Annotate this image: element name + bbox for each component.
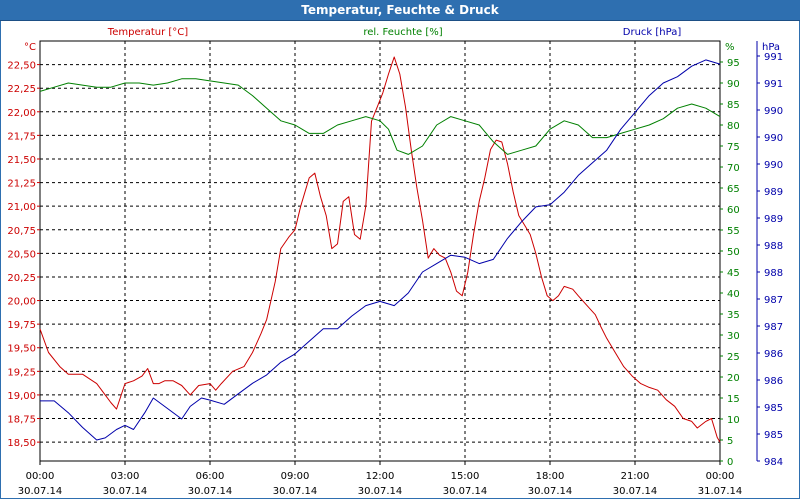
series-line-humidity bbox=[39, 78, 721, 155]
x-tick-label-date: 31.07.14 bbox=[698, 486, 743, 497]
temperature-tick-label: 18,50 bbox=[7, 438, 36, 449]
humidity-tick-label: 95 bbox=[727, 58, 740, 69]
temperature-tick-label: 19,50 bbox=[7, 344, 36, 355]
pressure-unit-label: hPa bbox=[762, 42, 780, 53]
x-tick-label-date: 30.07.14 bbox=[273, 486, 318, 497]
x-tick-label-date: 30.07.14 bbox=[103, 486, 148, 497]
x-tick-label-time: 06:00 bbox=[196, 471, 225, 482]
x-tick-label-date: 30.07.14 bbox=[18, 486, 63, 497]
temperature-tick-label: 21,25 bbox=[7, 179, 36, 190]
temperature-tick-label: 20,50 bbox=[7, 249, 36, 260]
temperature-tick-label: 18,75 bbox=[7, 415, 36, 426]
x-tick-label-time: 03:00 bbox=[111, 471, 140, 482]
x-tick-label-date: 30.07.14 bbox=[528, 486, 573, 497]
humidity-tick-label: 40 bbox=[727, 289, 740, 300]
humidity-tick-label: 10 bbox=[727, 415, 740, 426]
pressure-tick-label: 987 bbox=[764, 295, 783, 306]
temperature-tick-label: 19,75 bbox=[7, 320, 36, 331]
pressure-tick-label: 990 bbox=[764, 160, 783, 171]
humidity-tick-label: 50 bbox=[727, 247, 740, 258]
pressure-tick-label: 985 bbox=[764, 403, 783, 414]
pressure-tick-label: 984 bbox=[764, 457, 783, 468]
humidity-tick-label: 35 bbox=[727, 310, 740, 321]
x-tick-label-time: 21:00 bbox=[621, 471, 650, 482]
pressure-tick-label: 989 bbox=[764, 187, 783, 198]
pressure-tick-label: 986 bbox=[764, 349, 783, 360]
x-tick-label-time: 09:00 bbox=[281, 471, 310, 482]
humidity-tick-label: 15 bbox=[727, 394, 740, 405]
x-tick-label-date: 30.07.14 bbox=[613, 486, 658, 497]
temperature-tick-label: 21,75 bbox=[7, 131, 36, 142]
temperature-tick-label: 19,25 bbox=[7, 367, 36, 378]
grid bbox=[40, 41, 720, 461]
series-layer bbox=[39, 56, 721, 443]
humidity-tick-label: 30 bbox=[727, 331, 740, 342]
pressure-tick-label: 989 bbox=[764, 214, 783, 225]
pressure-tick-label: 991 bbox=[764, 79, 783, 90]
temperature-tick-label: 20,75 bbox=[7, 226, 36, 237]
humidity-tick-label: 20 bbox=[727, 373, 740, 384]
humidity-axis-label: rel. Feuchte [%] bbox=[363, 27, 442, 38]
pressure-tick-label: 987 bbox=[764, 322, 783, 333]
pressure-tick-label: 990 bbox=[764, 106, 783, 117]
humidity-tick-label: 70 bbox=[727, 163, 740, 174]
pressure-tick-label: 991 bbox=[764, 52, 783, 63]
pressure-tick-label: 988 bbox=[764, 268, 783, 279]
humidity-tick-label: 75 bbox=[727, 142, 740, 153]
humidity-tick-label: 55 bbox=[727, 226, 740, 237]
temperature-unit-label: °C bbox=[24, 42, 36, 53]
axes: 00:00 30.07.14 03:00 30.07.14 06:00 30.07.14 0… bbox=[7, 41, 783, 497]
humidity-tick-label: 65 bbox=[727, 184, 740, 195]
humidity-tick-label: 80 bbox=[727, 121, 740, 132]
x-tick-label-time: 12:00 bbox=[366, 471, 395, 482]
temperature-tick-label: 22,50 bbox=[7, 61, 36, 72]
humidity-tick-label: 5 bbox=[727, 436, 733, 447]
x-tick-label-date: 30.07.14 bbox=[188, 486, 233, 497]
pressure-tick-label: 990 bbox=[764, 133, 783, 144]
series-line-pressure bbox=[40, 59, 721, 441]
x-tick-label-date: 30.07.14 bbox=[358, 486, 403, 497]
temperature-tick-label: 21,00 bbox=[7, 202, 36, 213]
humidity-tick-label: 60 bbox=[727, 205, 740, 216]
x-tick-label-time: 00:00 bbox=[706, 471, 735, 482]
pressure-tick-label: 986 bbox=[764, 376, 783, 387]
pressure-tick-label: 988 bbox=[764, 241, 783, 252]
temperature-tick-label: 22,00 bbox=[7, 108, 36, 119]
humidity-unit-label: % bbox=[725, 42, 735, 53]
humidity-tick-label: 45 bbox=[727, 268, 740, 279]
temperature-tick-label: 21,50 bbox=[7, 155, 36, 166]
temperature-tick-label: 20,00 bbox=[7, 297, 36, 308]
pressure-axis-label: Druck [hPa] bbox=[623, 27, 682, 38]
temperature-axis-label: Temperatur [°C] bbox=[107, 27, 188, 38]
temperature-tick-label: 20,25 bbox=[7, 273, 36, 284]
chart-title: Temperatur, Feuchte & Druck bbox=[301, 3, 499, 17]
temperature-tick-label: 19,00 bbox=[7, 391, 36, 402]
x-tick-label-time: 15:00 bbox=[451, 471, 480, 482]
humidity-tick-label: 25 bbox=[727, 352, 740, 363]
humidity-tick-label: 85 bbox=[727, 100, 740, 111]
humidity-tick-label: 0 bbox=[727, 457, 733, 468]
series-line-temperature bbox=[39, 56, 721, 443]
title-bar bbox=[0, 0, 800, 21]
x-tick-label-time: 18:00 bbox=[536, 471, 565, 482]
x-tick-label-date: 30.07.14 bbox=[443, 486, 488, 497]
x-tick-label-time: 00:00 bbox=[26, 471, 55, 482]
temperature-tick-label: 22,25 bbox=[7, 84, 36, 95]
pressure-tick-label: 985 bbox=[764, 430, 783, 441]
humidity-tick-label: 90 bbox=[727, 79, 740, 90]
